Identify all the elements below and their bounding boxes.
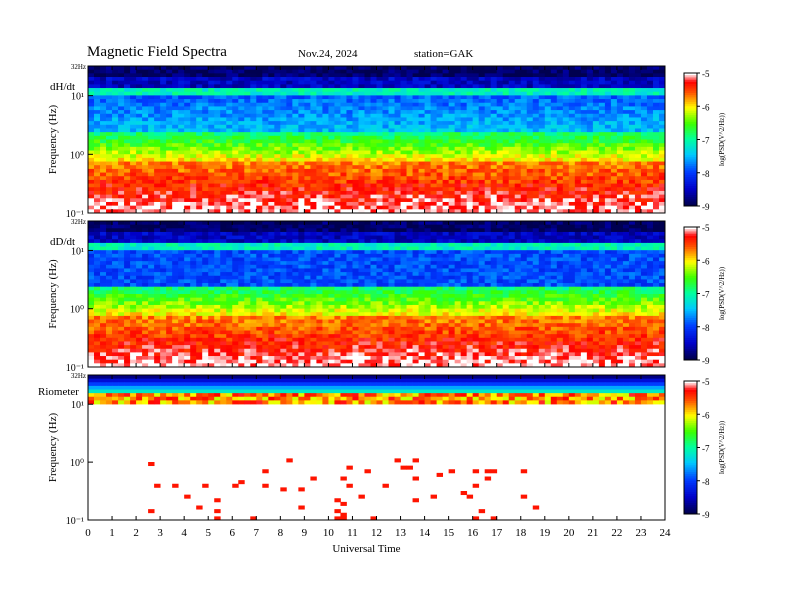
y-top-label: 32Hz — [71, 218, 86, 226]
colorbar-tick-label: -5 — [702, 377, 710, 387]
figure-title: Magnetic Field Spectra — [87, 44, 227, 60]
colorbar-label: log(PSD(V^2/Hz)) — [718, 112, 726, 166]
x-tick-label: 7 — [254, 527, 260, 539]
colorbar-tick-label: -9 — [702, 356, 710, 366]
x-tick-label: 20 — [563, 527, 575, 539]
figure-date: Nov.24, 2024 — [298, 48, 358, 60]
spectrogram-panel-1 — [88, 66, 666, 214]
x-tick-label: 15 — [443, 527, 455, 539]
y-axis-label: Frequency (Hz) — [47, 105, 59, 175]
x-tick-label: 1 — [109, 527, 115, 539]
colorbar-tick-label: -6 — [702, 410, 710, 420]
colorbar-tick-label: -8 — [702, 169, 710, 179]
colorbar-tick-label: -6 — [702, 256, 710, 266]
colorbar-tick-label: -7 — [702, 444, 710, 454]
x-tick-label: 17 — [491, 527, 503, 539]
x-tick-label: 11 — [347, 527, 358, 539]
x-tick-label: 22 — [611, 527, 622, 539]
y-tick-label: 10⁰ — [70, 305, 84, 316]
x-tick-label: 2 — [133, 527, 139, 539]
colorbar-tick-label: -8 — [702, 477, 710, 487]
y-axis-label: Frequency (Hz) — [47, 413, 59, 483]
x-tick-label: 4 — [181, 527, 187, 539]
station-label: station=GAK — [414, 48, 474, 60]
colorbar-label: log(PSD(V^2/Hz)) — [718, 266, 726, 320]
y-tick-label: 10⁰ — [70, 150, 84, 161]
y-tick-label: 10¹ — [71, 400, 84, 411]
x-tick-label: 21 — [587, 527, 598, 539]
y-axis-label: Frequency (Hz) — [47, 259, 59, 329]
colorbar-2: -5 -6 -7 -8 -9 log(PSD(V^2/Hz)) — [683, 223, 726, 366]
x-tick-label: 13 — [395, 527, 407, 539]
y-tick-label: 10⁻¹ — [66, 363, 84, 374]
colorbar-tick-label: -5 — [702, 223, 710, 233]
colorbar-tick-label: -6 — [702, 102, 710, 112]
spectrogram-panel-3 — [88, 375, 666, 521]
x-tick-label: 5 — [205, 527, 211, 539]
x-tick-label: 14 — [419, 527, 431, 539]
x-tick-label: 12 — [371, 527, 382, 539]
panel-label: dD/dt — [50, 236, 75, 248]
x-tick-label: 18 — [515, 527, 527, 539]
x-tick-label: 6 — [230, 527, 236, 539]
x-tick-label: 19 — [539, 527, 551, 539]
y-tick-label: 10⁻¹ — [66, 516, 84, 527]
colorbar-tick-label: -9 — [702, 510, 710, 520]
x-tick-label: 0 — [85, 527, 91, 539]
x-tick-label: 10 — [323, 527, 335, 539]
x-axis-label: Universal Time — [332, 543, 400, 555]
colorbar-label: log(PSD(V^2/Hz)) — [718, 420, 726, 474]
x-tick-label: 9 — [302, 527, 308, 539]
y-tick-label: 10¹ — [71, 92, 84, 103]
y-tick-label: 10⁻¹ — [66, 209, 84, 220]
y-top-label: 32Hz — [71, 372, 86, 380]
panel-label: dH/dt — [50, 81, 75, 93]
x-tick-label: 23 — [635, 527, 647, 539]
panel-label: Riometer — [38, 386, 79, 398]
x-tick-label: 24 — [660, 527, 672, 539]
colorbar-tick-label: -8 — [702, 323, 710, 333]
colorbar-3: -5 -6 -7 -8 -9 log(PSD(V^2/Hz)) — [683, 377, 726, 520]
x-tick-label: 8 — [278, 527, 284, 539]
colorbar-tick-label: -7 — [702, 290, 710, 300]
colorbar-1: -5 -6 -7 -8 -9 log(PSD(V^2/Hz)) — [683, 69, 726, 212]
y-tick-label: 10⁰ — [70, 458, 84, 469]
colorbar-tick-label: -9 — [702, 202, 710, 212]
x-tick-label: 3 — [157, 527, 163, 539]
colorbar-tick-label: -7 — [702, 136, 710, 146]
x-tick-label: 16 — [467, 527, 479, 539]
y-top-label: 32Hz — [71, 63, 86, 71]
y-tick-label: 10¹ — [71, 246, 84, 257]
spectrogram-panel-2 — [88, 221, 666, 368]
colorbar-tick-label: -5 — [702, 69, 710, 79]
